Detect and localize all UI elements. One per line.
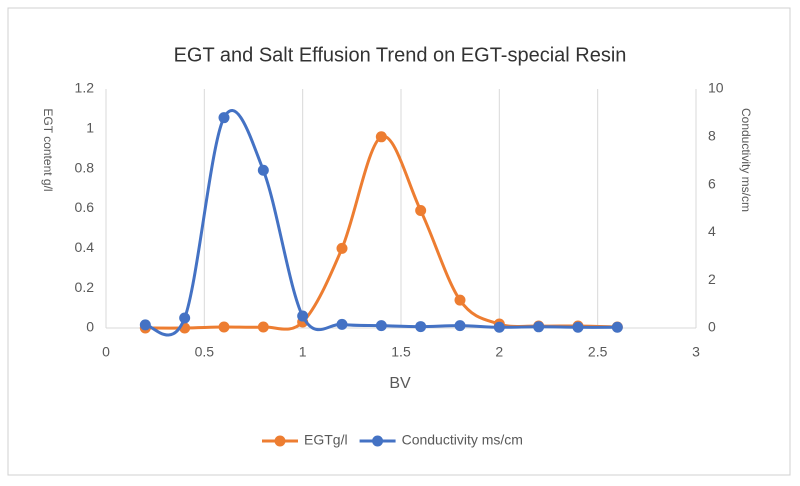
data-point [297,310,309,322]
data-point [572,321,584,333]
y-tick-label: 1 [86,120,94,136]
data-point [533,321,545,333]
data-point [375,320,387,332]
data-point [257,321,269,333]
data-point [493,321,505,333]
y2-tick-label: 4 [708,223,716,239]
data-point [415,321,427,333]
x-tick-label: 3 [692,344,700,360]
x-axis-title: BV [389,375,411,392]
y2-tick-label: 0 [708,319,716,335]
data-point [179,312,191,324]
y2-axis-title: Conductivity ms/cm [739,108,753,212]
data-point [375,131,387,143]
y2-tick-label: 8 [708,128,716,144]
x-tick-label: 0.5 [195,344,215,360]
data-point [218,321,230,333]
data-point [257,164,269,176]
x-tick-label: 2 [495,344,503,360]
chart-title: EGT and Salt Effusion Trend on EGT-speci… [174,44,627,66]
x-tick-label: 1 [299,344,307,360]
data-point [454,294,466,306]
x-tick-label: 0 [102,344,110,360]
y-tick-label: 0.2 [75,279,95,295]
y-axis-title: EGT content g/l [41,108,55,191]
legend-label: EGTg/l [304,432,348,448]
legend-label: Conductivity ms/cm [402,432,523,448]
x-tick-label: 2.5 [588,344,608,360]
data-point [454,320,466,332]
data-point [218,112,230,124]
chart-frame [7,7,791,476]
y-tick-label: 1.2 [75,80,95,96]
data-point [139,319,151,331]
y-tick-label: 0.8 [75,159,95,175]
data-point [415,204,427,216]
y2-tick-label: 2 [708,271,716,287]
y-tick-label: 0.4 [75,239,95,255]
y-tick-label: 0 [86,319,94,335]
y2-tick-label: 10 [708,80,724,96]
x-tick-label: 1.5 [391,344,411,360]
y2-tick-label: 6 [708,175,716,191]
legend-marker [274,435,286,447]
y-tick-label: 0.6 [75,199,95,215]
legend-marker [372,435,384,447]
data-point [611,321,623,333]
data-point [336,318,348,330]
data-point [336,242,348,254]
